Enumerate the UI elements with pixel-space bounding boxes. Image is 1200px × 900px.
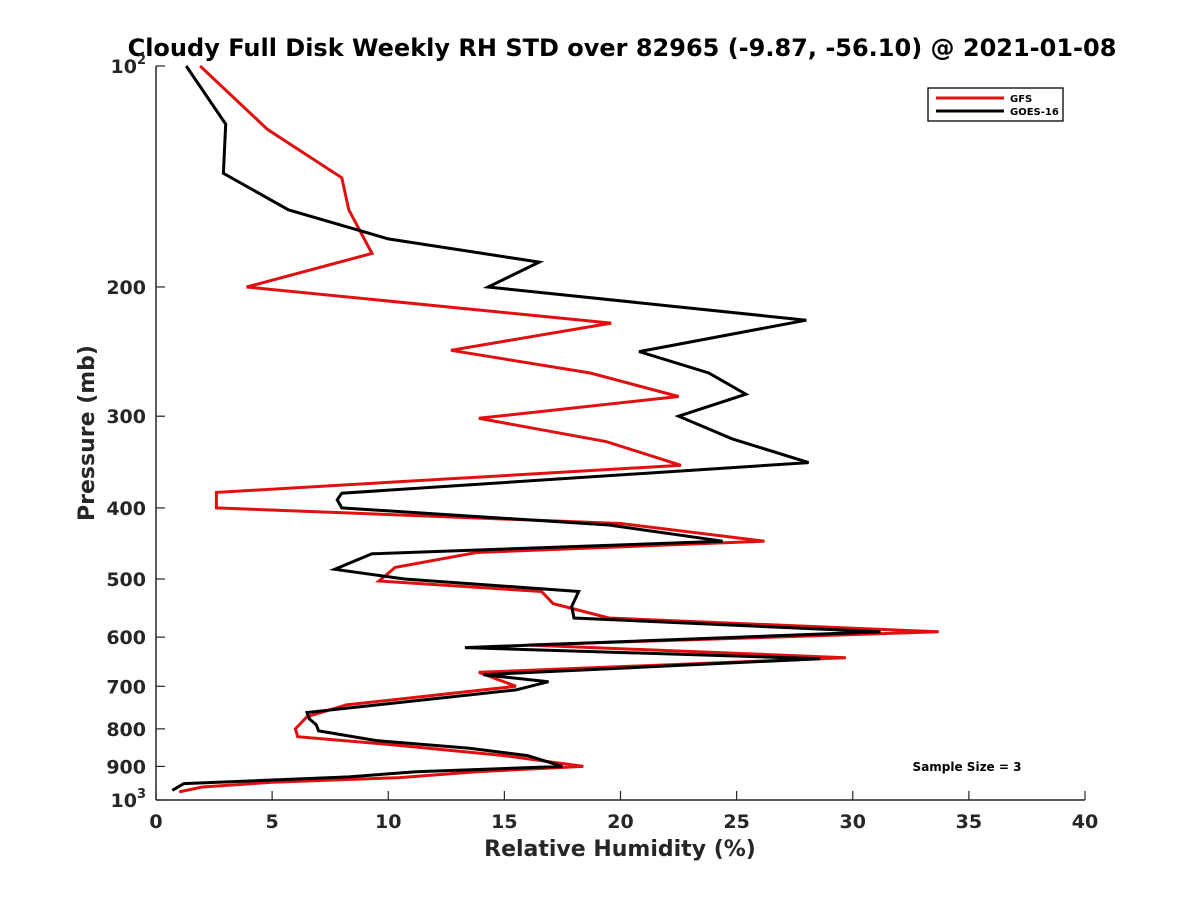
y-axis-label: Pressure (mb) bbox=[75, 345, 100, 521]
series-line-gfs bbox=[178, 64, 939, 794]
series-line-goes-16 bbox=[171, 65, 881, 792]
x-tick-label: 35 bbox=[956, 811, 982, 833]
y-tick-label: 400 bbox=[106, 498, 146, 520]
x-tick-label: 5 bbox=[266, 811, 279, 833]
y-tick-label: 900 bbox=[106, 756, 146, 778]
x-tick-label: 15 bbox=[491, 811, 517, 833]
x-tick-label: 0 bbox=[149, 811, 162, 833]
legend: GFS GOES-16 bbox=[927, 87, 1064, 122]
chart-title: Cloudy Full Disk Weekly RH STD over 8296… bbox=[128, 34, 1117, 62]
series-lines bbox=[171, 64, 939, 794]
legend-box bbox=[927, 87, 1064, 122]
y-tick-label: 300 bbox=[106, 406, 146, 428]
x-tick-label: 25 bbox=[723, 811, 749, 833]
y-tick-label: 800 bbox=[106, 719, 146, 741]
y-tick-label: 600 bbox=[106, 627, 146, 649]
x-tick-label: 40 bbox=[1072, 811, 1098, 833]
y-tick-label: 103 bbox=[111, 787, 147, 812]
y-tick-label: 200 bbox=[106, 277, 146, 299]
x-axis-label: Relative Humidity (%) bbox=[484, 837, 756, 862]
y-tick-label: 700 bbox=[106, 676, 146, 698]
tick-labels: 0 5 10 15 20 25 30 35 40 102 200 300 400 500 600 700 800… bbox=[106, 53, 1098, 833]
y-tick-label: 500 bbox=[106, 569, 146, 591]
y-tick-label: 102 bbox=[111, 53, 147, 78]
legend-label: GFS bbox=[1010, 94, 1032, 105]
legend-label: GOES-16 bbox=[1010, 107, 1059, 118]
x-tick-label: 30 bbox=[840, 811, 866, 833]
x-tick-label: 20 bbox=[607, 811, 633, 833]
x-tick-label: 10 bbox=[375, 811, 401, 833]
sample-size-annotation: Sample Size = 3 bbox=[913, 760, 1022, 774]
